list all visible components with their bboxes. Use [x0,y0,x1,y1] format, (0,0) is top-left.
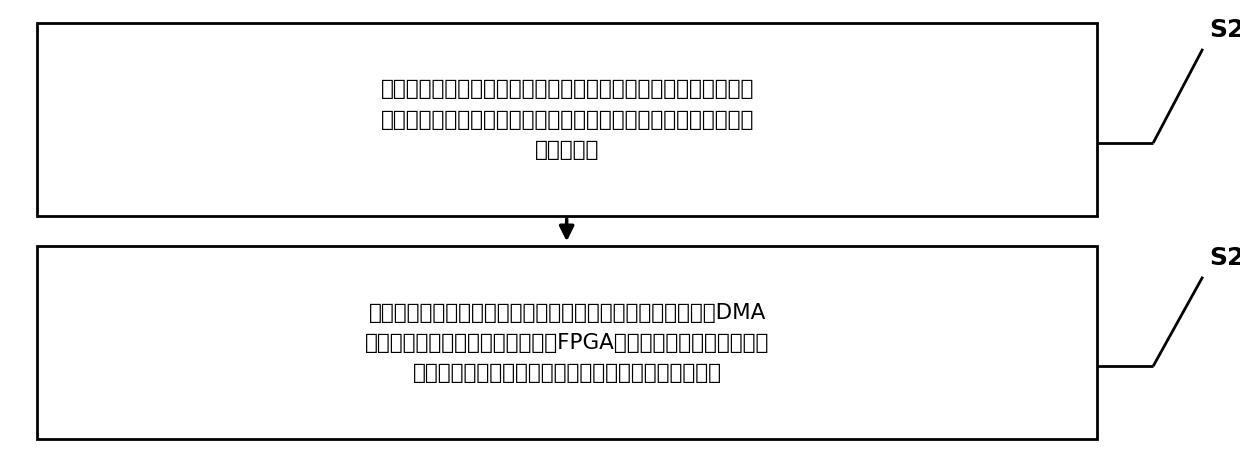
FancyBboxPatch shape [37,246,1097,439]
Text: 在检测到主机端向预设内存空间搬移数据之后，根据第一地址空间
的第一状态信息生成第二状态信息，并将所述第二状态信息写入第
二地址空间: 在检测到主机端向预设内存空间搬移数据之后，根据第一地址空间 的第一状态信息生成第… [381,80,754,160]
FancyBboxPatch shape [37,23,1097,216]
Text: S201: S201 [1209,18,1240,42]
Text: 在检测到所述第二地址空间上的所述第二状态信息之后，调用DMA
将所述预设内存空间的数据搬移至FPGA加速器的内存空间，并将所
述第二状态信息拷贝至所述第一地址空: 在检测到所述第二地址空间上的所述第二状态信息之后，调用DMA 将所述预设内存空间… [365,303,770,383]
Text: S202: S202 [1209,246,1240,270]
